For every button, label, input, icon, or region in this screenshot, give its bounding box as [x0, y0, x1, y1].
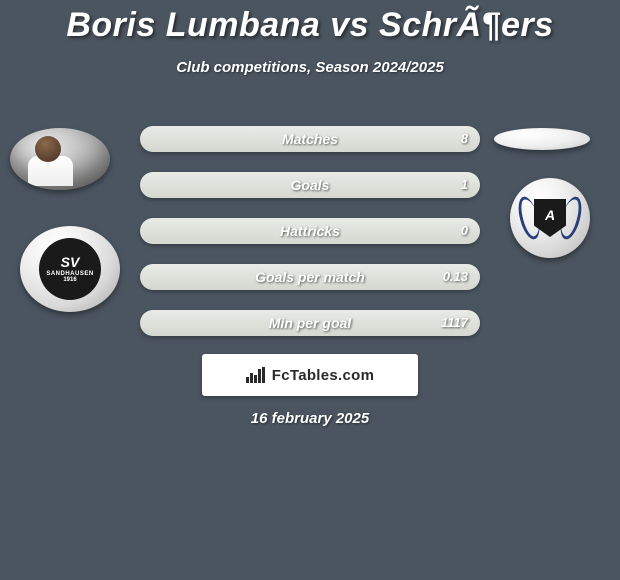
stat-row-min-per-goal: Min per goal 1117 [140, 310, 480, 336]
stat-row-goals: Goals 1 [140, 172, 480, 198]
stat-label: Min per goal [140, 310, 480, 336]
stat-value: 0.13 [443, 264, 468, 290]
stat-row-matches: Matches 8 [140, 126, 480, 152]
stat-label: Goals [140, 172, 480, 198]
club-right-letter: A [545, 207, 555, 223]
club-badge-right: A [510, 178, 590, 258]
stat-value: 1 [461, 172, 468, 198]
stat-row-goals-per-match: Goals per match 0.13 [140, 264, 480, 290]
club-left-abbrev: SV [61, 255, 80, 269]
date-label: 16 february 2025 [0, 410, 620, 427]
stats-container: Matches 8 Goals 1 Hattricks 0 Goals per … [140, 126, 480, 356]
player-photo-left [10, 128, 110, 190]
stat-value: 0 [461, 218, 468, 244]
stat-value: 8 [461, 126, 468, 152]
brand-text: FcTables.com [272, 367, 375, 384]
stat-label: Matches [140, 126, 480, 152]
comparison-title: Boris Lumbana vs SchrÃ¶ers [0, 0, 620, 45]
stat-label: Goals per match [140, 264, 480, 290]
brand-badge: FcTables.com [202, 354, 418, 396]
bar-chart-icon [246, 367, 266, 383]
club-left-year: 1916 [63, 277, 76, 283]
player-photo-right [494, 128, 590, 150]
stat-label: Hattricks [140, 218, 480, 244]
stat-value: 1117 [441, 310, 468, 336]
comparison-subtitle: Club competitions, Season 2024/2025 [0, 59, 620, 76]
stat-row-hattricks: Hattricks 0 [140, 218, 480, 244]
club-badge-left: SV SANDHAUSEN 1916 [20, 226, 120, 312]
